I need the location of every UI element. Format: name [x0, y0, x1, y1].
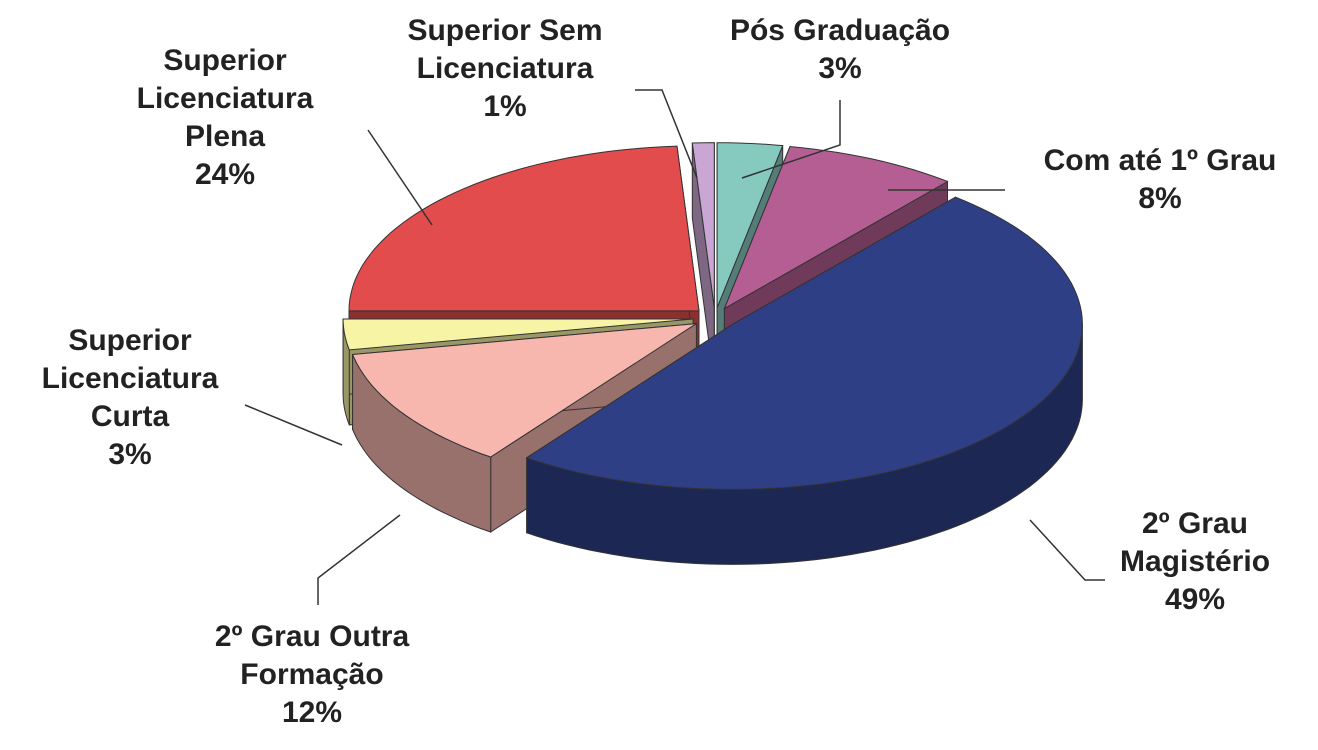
- slice-label: Com até 1º Grau 8%: [1005, 142, 1315, 218]
- leader-line: [244, 404, 343, 446]
- slice-label: Superior Licenciatura Curta 3%: [15, 322, 245, 474]
- slice-label: 2º Grau Magistério 49%: [1095, 505, 1295, 619]
- leader-line: [635, 89, 698, 179]
- category-name: Superior Sem Licenciatura: [407, 14, 603, 85]
- value-label: 8%: [1138, 182, 1182, 215]
- leader-line: [741, 100, 841, 179]
- value-label: 3%: [818, 52, 862, 85]
- category-name: 2º Grau Outra Formação: [214, 620, 410, 691]
- slice: [691, 142, 715, 383]
- slice-top: [342, 318, 694, 351]
- category-name: Superior Licenciatura Curta: [41, 324, 219, 433]
- slice-top: [351, 323, 697, 458]
- category-name: Com até 1º Grau: [1043, 144, 1277, 177]
- slice-top: [716, 142, 784, 308]
- leader-line: [317, 514, 401, 605]
- slice-top: [525, 196, 1083, 490]
- slice: [525, 196, 1083, 565]
- value-label: 1%: [483, 90, 527, 123]
- slice-top: [348, 145, 700, 312]
- value-label: 12%: [281, 696, 343, 729]
- category-name: 2º Grau Magistério: [1119, 507, 1271, 578]
- slice-top: [691, 142, 715, 308]
- leader-line: [367, 129, 433, 226]
- slice-label: Pós Graduação 3%: [690, 12, 990, 88]
- value-label: 24%: [194, 158, 256, 191]
- slice-top: [723, 145, 949, 310]
- leader-line: [1029, 519, 1105, 581]
- slice-label: Superior Sem Licenciatura 1%: [365, 12, 645, 126]
- value-label: 49%: [1164, 583, 1226, 616]
- category-name: Pós Graduação: [729, 14, 951, 47]
- slice-label: Superior Licenciatura Plena 24%: [110, 42, 340, 194]
- category-name: Superior Licenciatura Plena: [136, 44, 314, 153]
- value-label: 3%: [108, 438, 152, 471]
- slice-label: 2º Grau Outra Formação 12%: [172, 618, 452, 732]
